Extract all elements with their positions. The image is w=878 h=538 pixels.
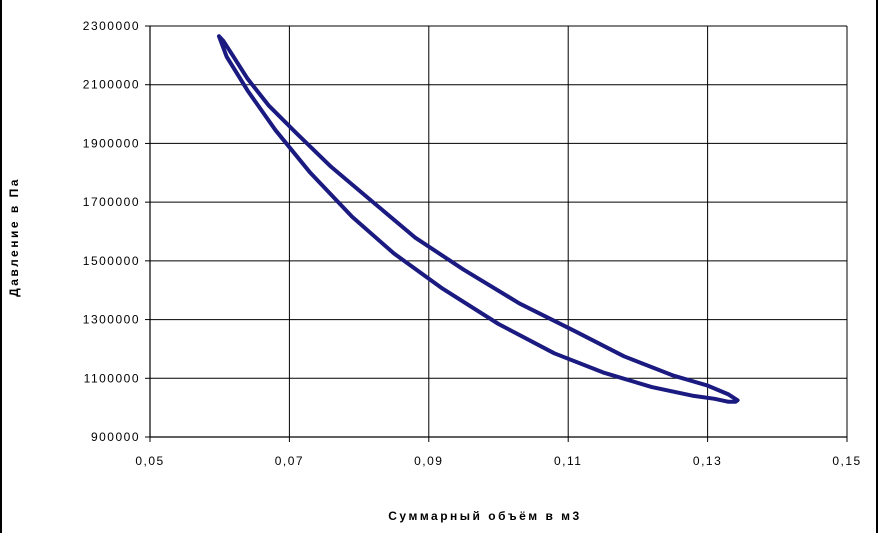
y-tick-label: 1500000 — [83, 254, 140, 268]
x-axis-title: Суммарный объём в м3 — [388, 509, 581, 523]
y-tick-label: 1900000 — [83, 136, 140, 150]
y-tick-label: 900000 — [91, 430, 140, 444]
x-tick-label: 0,13 — [693, 454, 722, 468]
series-line — [217, 34, 740, 404]
x-tick-label: 0,07 — [275, 454, 304, 468]
x-tick-label: 0,09 — [414, 454, 443, 468]
series-layer — [217, 34, 740, 404]
grid-layer — [150, 25, 848, 437]
y-tick-label: 1700000 — [83, 195, 140, 209]
x-tick-label: 0,15 — [832, 454, 861, 468]
axes-layer — [145, 25, 848, 442]
x-tick-label: 0,05 — [135, 454, 164, 468]
y-tick-label: 2100000 — [83, 78, 140, 92]
y-tick-label: 1100000 — [84, 371, 140, 385]
tick-labels: 0,05 0,07 0,09 0,11 0,13 0,15 900000 1100000 130… — [83, 19, 861, 468]
y-axis-title: Давление в Па — [7, 177, 21, 297]
y-tick-label: 1300000 — [83, 313, 140, 327]
x-tick-label: 0,11 — [554, 454, 582, 468]
y-tick-label: 2300000 — [83, 19, 140, 33]
